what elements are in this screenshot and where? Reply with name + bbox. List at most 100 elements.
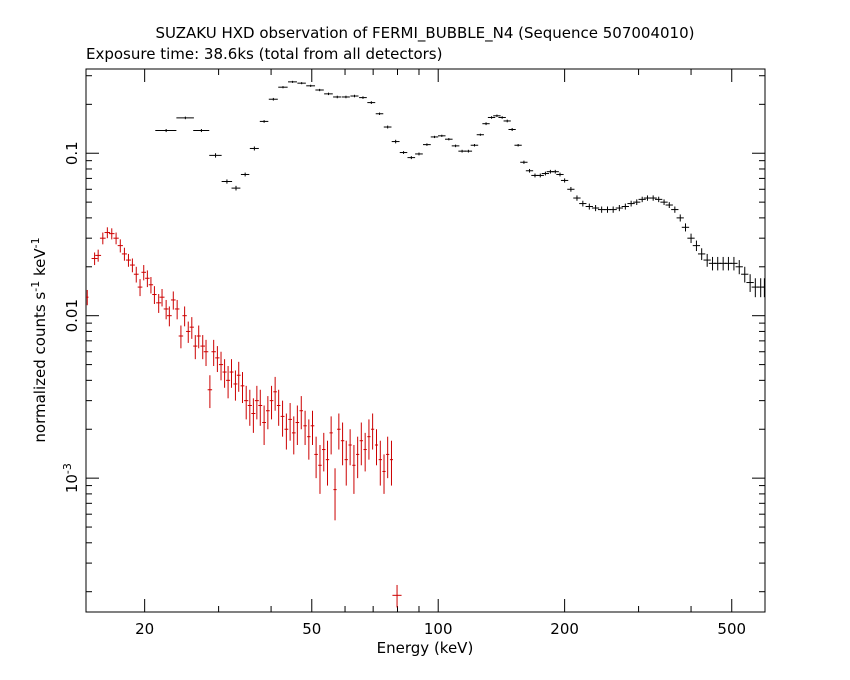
data-point-1 xyxy=(268,97,278,101)
data-point-2 xyxy=(265,396,270,430)
data-point-1 xyxy=(341,95,350,99)
y-axis-label-exp2: -1 xyxy=(29,237,42,248)
data-point-2 xyxy=(340,422,345,466)
data-point-2 xyxy=(215,346,220,373)
data-point-1 xyxy=(579,200,587,207)
data-point-2 xyxy=(129,258,135,273)
data-point-1 xyxy=(556,172,564,177)
data-point-1 xyxy=(498,116,506,119)
data-point-1 xyxy=(503,119,511,123)
data-point-1 xyxy=(508,128,516,132)
data-point-1 xyxy=(487,116,496,119)
data-point-1 xyxy=(681,223,690,232)
data-point-1 xyxy=(451,144,460,148)
data-point-2 xyxy=(318,444,322,494)
data-point-2 xyxy=(348,429,352,466)
data-point-1 xyxy=(697,248,706,261)
data-point-1 xyxy=(333,95,342,99)
data-point-2 xyxy=(166,306,172,327)
data-point-2 xyxy=(299,396,303,430)
data-point-1 xyxy=(762,278,765,298)
data-point-1 xyxy=(415,152,423,156)
data-point-1 xyxy=(703,253,711,267)
data-point-2 xyxy=(178,325,184,349)
data-point-1 xyxy=(407,156,416,160)
data-point-1 xyxy=(541,171,550,176)
x-tick-label: 100 xyxy=(424,620,453,638)
data-point-1 xyxy=(315,88,324,92)
data-point-2 xyxy=(244,385,249,420)
data-point-1 xyxy=(633,199,641,206)
data-point-2 xyxy=(133,266,139,283)
data-point-2 xyxy=(356,436,360,479)
data-point-1 xyxy=(209,153,222,158)
data-point-2 xyxy=(322,432,326,472)
data-point-2 xyxy=(104,227,111,239)
data-point-2 xyxy=(329,416,333,455)
data-point-2 xyxy=(203,339,209,367)
data-point-2 xyxy=(174,299,180,320)
data-point-1 xyxy=(573,195,581,201)
data-point-1 xyxy=(391,139,400,144)
data-point-2 xyxy=(91,252,98,266)
data-point-1 xyxy=(288,80,297,83)
data-point-2 xyxy=(359,422,363,466)
data-point-2 xyxy=(189,317,194,339)
y-tick-label: 0.1 xyxy=(63,141,81,165)
data-point-1 xyxy=(193,128,210,133)
data-point-1 xyxy=(520,160,528,164)
data-point-2 xyxy=(86,289,89,306)
data-point-2 xyxy=(291,416,296,455)
data-point-1 xyxy=(692,240,701,252)
data-point-1 xyxy=(476,133,484,136)
x-tick-label: 500 xyxy=(717,620,746,638)
data-point-1 xyxy=(621,203,629,210)
data-point-1 xyxy=(615,205,623,212)
data-point-1 xyxy=(676,214,684,222)
data-point-1 xyxy=(638,196,646,203)
data-point-2 xyxy=(159,288,165,307)
data-point-1 xyxy=(445,138,453,141)
data-point-1 xyxy=(514,143,522,147)
x-tick-label: 20 xyxy=(135,620,154,638)
data-point-1 xyxy=(741,266,749,283)
data-point-1 xyxy=(399,151,408,154)
data-point-1 xyxy=(585,203,593,210)
data-point-2 xyxy=(367,419,371,460)
data-point-1 xyxy=(324,92,333,96)
data-point-1 xyxy=(240,172,250,177)
data-point-1 xyxy=(746,274,754,292)
data-point-2 xyxy=(276,389,281,426)
data-point-2 xyxy=(222,359,227,388)
data-point-1 xyxy=(751,278,759,298)
data-point-2 xyxy=(314,436,318,479)
x-tick-label: 200 xyxy=(550,620,579,638)
data-point-2 xyxy=(137,279,143,297)
data-point-1 xyxy=(551,169,559,174)
data-point-2 xyxy=(113,232,119,245)
x-tick-label: 50 xyxy=(302,620,321,638)
data-point-1 xyxy=(560,178,569,183)
data-series xyxy=(86,80,765,608)
data-point-1 xyxy=(655,196,663,203)
data-point-2 xyxy=(121,247,127,261)
data-point-2 xyxy=(125,253,131,267)
tick-labels: 20 50 100 200 500 0.1 0.01 10-3 xyxy=(61,141,746,638)
data-point-2 xyxy=(371,413,375,450)
data-point-2 xyxy=(295,405,300,445)
data-point-2 xyxy=(156,293,162,313)
data-point-1 xyxy=(660,199,668,206)
data-point-1 xyxy=(438,134,446,137)
data-point-2 xyxy=(240,372,245,404)
data-point-2 xyxy=(337,413,341,450)
data-point-1 xyxy=(231,185,241,191)
data-point-2 xyxy=(211,339,216,367)
data-point-2 xyxy=(251,398,256,433)
data-point-2 xyxy=(303,410,307,445)
data-point-2 xyxy=(95,249,102,262)
data-point-2 xyxy=(229,359,234,388)
data-point-2 xyxy=(182,306,187,327)
y-tick-label: 0.01 xyxy=(63,299,81,332)
data-point-1 xyxy=(671,206,679,213)
data-point-2 xyxy=(344,440,348,486)
